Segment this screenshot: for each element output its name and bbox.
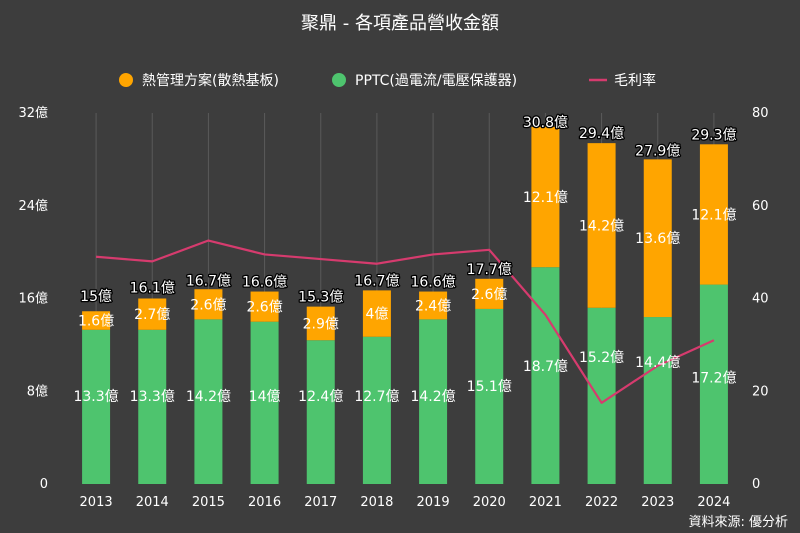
x-tick-label: 2021 bbox=[529, 495, 562, 510]
thermal-bar bbox=[362, 290, 391, 337]
legend-label: 熱管理方案(散熱基板) bbox=[142, 72, 279, 89]
legend-swatch bbox=[332, 73, 346, 87]
right-tick-label: 80 bbox=[752, 106, 769, 121]
thermal-value-label: 2.9億 bbox=[303, 316, 339, 332]
left-tick-label: 0 bbox=[40, 477, 48, 492]
right-tick-label: 20 bbox=[752, 384, 769, 399]
thermal-bar bbox=[475, 278, 504, 309]
total-value-label: 29.4億 bbox=[579, 126, 624, 142]
legend: 熱管理方案(散熱基板) PPTC(過電流/電壓保護器) 毛利率 bbox=[119, 72, 656, 89]
thermal-value-label: 2.4億 bbox=[415, 298, 451, 314]
pptc-bar bbox=[306, 340, 335, 484]
thermal-value-label: 2.6億 bbox=[246, 300, 282, 316]
pptc-value-label: 14.2億 bbox=[410, 389, 455, 405]
pptc-value-label: 18.7億 bbox=[523, 359, 568, 375]
pptc-bar bbox=[531, 267, 560, 484]
x-tick-label: 2019 bbox=[417, 495, 450, 510]
total-value-label: 16.1億 bbox=[130, 280, 175, 296]
total-value-label: 17.7億 bbox=[467, 262, 512, 278]
pptc-value-label: 12.4億 bbox=[298, 389, 343, 405]
pptc-series bbox=[82, 267, 728, 484]
pptc-bar bbox=[419, 319, 448, 484]
thermal-bar bbox=[250, 291, 279, 322]
legend-label: 毛利率 bbox=[614, 72, 656, 89]
thermal-bar bbox=[643, 159, 672, 318]
x-tick-label: 2015 bbox=[192, 495, 225, 510]
right-axis: 0 20 40 60 80 bbox=[752, 106, 769, 492]
source-note: 資料來源: 優分析 bbox=[688, 515, 788, 530]
x-tick-label: 2016 bbox=[248, 495, 281, 510]
legend-label: PPTC(過電流/電壓保護器) bbox=[355, 73, 517, 89]
gridlines bbox=[95, 113, 715, 484]
gross-margin-series bbox=[95, 239, 715, 404]
left-tick-label: 32億 bbox=[18, 105, 48, 121]
pptc-value-label: 13.3億 bbox=[73, 389, 118, 405]
thermal-value-label: 12.1億 bbox=[523, 190, 568, 206]
thermal-bar bbox=[194, 289, 223, 320]
total-value-label: 15億 bbox=[80, 289, 112, 305]
pptc-bar bbox=[138, 329, 167, 484]
pptc-value-label: 14.2億 bbox=[186, 389, 231, 405]
total-value-label: 16.7億 bbox=[186, 273, 231, 289]
x-tick-label: 2020 bbox=[473, 495, 506, 510]
pptc-value-label: 15.2億 bbox=[579, 350, 624, 366]
total-value-label: 15.3億 bbox=[298, 290, 343, 306]
x-tick-label: 2013 bbox=[80, 495, 113, 510]
right-tick-label: 40 bbox=[752, 292, 769, 307]
pptc-value-label: 14億 bbox=[249, 389, 281, 405]
thermal-bar bbox=[699, 144, 728, 285]
pptc-value-label: 15.1億 bbox=[467, 379, 512, 395]
thermal-bar bbox=[419, 291, 448, 320]
x-tick-label: 2017 bbox=[304, 495, 337, 510]
pptc-bar bbox=[250, 321, 279, 484]
right-tick-label: 60 bbox=[752, 199, 769, 214]
thermal-bar bbox=[82, 311, 111, 330]
pptc-bar bbox=[699, 284, 728, 484]
pptc-bar bbox=[475, 308, 504, 484]
thermal-value-label: 2.7億 bbox=[134, 307, 170, 323]
x-tick-label: 2022 bbox=[585, 495, 618, 510]
thermal-value-label: 14.2億 bbox=[579, 218, 624, 234]
thermal-value-label: 12.1億 bbox=[691, 207, 736, 223]
total-value-label: 16.7億 bbox=[354, 273, 399, 289]
left-tick-label: 24億 bbox=[18, 198, 48, 214]
total-value-label: 16.6億 bbox=[410, 275, 455, 291]
x-axis: 2013 2014 2015 2016 2017 2018 2019 2020 2021 2022… bbox=[80, 495, 731, 510]
total-value-label: 30.8億 bbox=[523, 115, 568, 131]
data-labels: 13.3億 1.6億 15億 13.3億 2.7億 16.1億 14.2億 2.6億 16.7億… bbox=[73, 114, 737, 405]
pptc-value-label: 12.7億 bbox=[354, 389, 399, 405]
thermal-series bbox=[82, 126, 728, 341]
chart-title: 聚鼎 - 各項產品營收金額 bbox=[301, 13, 499, 34]
thermal-bar bbox=[587, 143, 616, 308]
thermal-value-label: 2.6億 bbox=[190, 297, 226, 313]
pptc-value-label: 14.4億 bbox=[635, 355, 680, 371]
total-value-label: 16.6億 bbox=[242, 275, 287, 291]
thermal-bar bbox=[138, 298, 167, 330]
gross-margin-line bbox=[95, 239, 715, 404]
pptc-bar bbox=[194, 319, 223, 484]
thermal-value-label: 1.6億 bbox=[78, 314, 114, 330]
legend-swatch bbox=[119, 73, 133, 87]
thermal-value-label: 4億 bbox=[365, 307, 388, 323]
total-value-label: 29.3億 bbox=[691, 127, 736, 143]
pptc-value-label: 13.3億 bbox=[130, 389, 175, 405]
thermal-bar bbox=[306, 306, 335, 341]
total-value-label: 27.9億 bbox=[635, 144, 680, 160]
left-axis: 0 8億 16億 24億 32億 bbox=[18, 105, 48, 492]
thermal-value-label: 2.6億 bbox=[471, 287, 507, 303]
pptc-value-label: 17.2億 bbox=[691, 371, 736, 387]
x-tick-label: 2014 bbox=[136, 495, 169, 510]
left-tick-label: 16億 bbox=[18, 291, 48, 307]
x-tick-label: 2018 bbox=[360, 495, 393, 510]
x-tick-label: 2023 bbox=[641, 495, 674, 510]
pptc-bar bbox=[643, 317, 672, 484]
pptc-bar bbox=[362, 336, 391, 484]
right-tick-label: 0 bbox=[752, 477, 760, 492]
pptc-bar bbox=[82, 329, 111, 484]
x-tick-label: 2024 bbox=[697, 495, 730, 510]
thermal-value-label: 13.6億 bbox=[635, 231, 680, 247]
left-tick-label: 8億 bbox=[27, 383, 48, 399]
thermal-bar bbox=[531, 126, 560, 268]
